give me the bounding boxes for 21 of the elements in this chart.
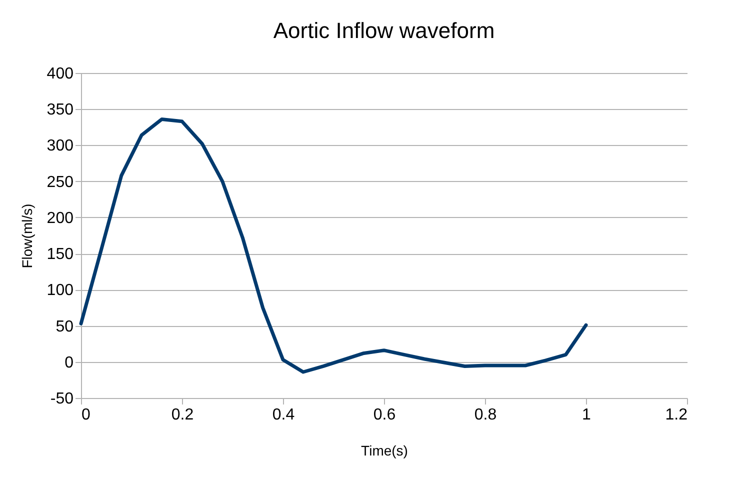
y-tick-label: 250 (46, 174, 74, 191)
x-tick-label: 0.4 (272, 406, 295, 424)
y-tick-label: 200 (46, 210, 74, 227)
y-tick-label: 50 (56, 318, 74, 336)
x-tick-label: 0.2 (171, 406, 194, 424)
y-tick-label: 150 (46, 246, 74, 264)
x-tick-label: 1 (582, 406, 592, 424)
y-tick-label: 300 (46, 138, 74, 155)
y-axis-title: Flow(ml/s) (18, 204, 35, 268)
x-tick-label: 0.6 (373, 406, 396, 424)
line-series (79, 117, 588, 374)
x-tick-label: 1.2 (665, 406, 688, 424)
chart-title: Aortic Inflow waveform (273, 18, 495, 43)
x-tick-label: 0.8 (474, 406, 497, 424)
y-tick-label: 100 (46, 282, 74, 300)
x-tick-label: 0 (82, 406, 90, 424)
x-axis-title: Time(s) (361, 442, 408, 458)
y-tick-label: 350 (46, 102, 74, 119)
y-tick-label: 400 (46, 66, 74, 82)
y-tick-label: -50 (50, 390, 74, 408)
y-tick-label: 0 (64, 354, 74, 372)
